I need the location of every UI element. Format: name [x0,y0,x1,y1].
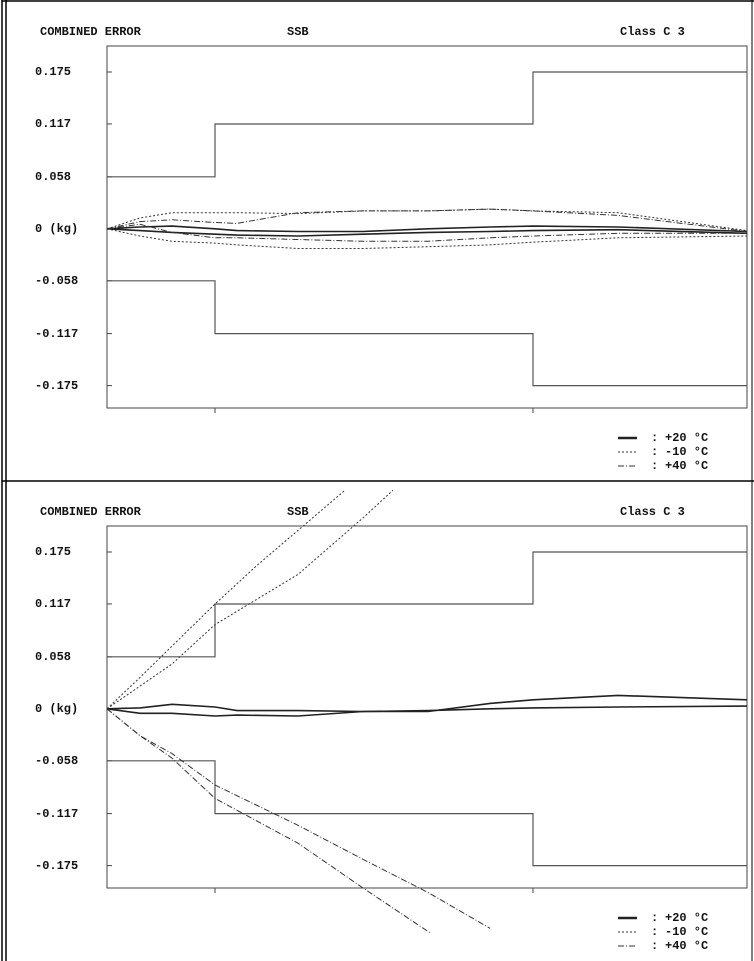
legend-label: -10 °C [665,925,708,939]
plot-area [106,45,748,409]
limit-line [107,551,747,658]
y-tick-label: -0.058 [35,274,78,288]
legend-separator: : [651,459,658,473]
legend-separator: : [651,445,658,459]
legend-separator: : [651,939,658,953]
y-tick-label: 0.117 [35,117,71,131]
error-curve [106,489,346,710]
chart-subtitle: SSB [287,25,309,39]
y-tick-label: -0.175 [35,859,78,873]
chart-panel: COMBINED ERROR SSB Class C 3 0.175 0.117 0.05… [1,480,754,961]
y-tick-label: -0.117 [35,327,78,341]
y-tick-label: -0.117 [35,807,78,821]
y-tick-label: 0 (kg) [35,222,78,236]
legend-separator: : [651,431,658,445]
chart-title: COMBINED ERROR [40,25,142,39]
legend-label: +40 °C [665,939,708,953]
y-tick-label: 0.175 [35,545,71,559]
class-label: Class C 3 [620,505,685,519]
chart-title: COMBINED ERROR [40,505,142,519]
legend-label: +20 °C [665,431,708,445]
legend-label: -10 °C [665,445,708,459]
y-tick-label: -0.175 [35,379,78,393]
error-curve [106,228,748,249]
y-tick-label: 0.175 [35,65,71,79]
legend-label: +40 °C [665,459,708,473]
error-curve [106,225,748,233]
limit-line [107,280,747,387]
y-tick-label: 0 (kg) [35,702,78,716]
limit-line [107,71,747,178]
error-curve [106,489,394,710]
error-curve [106,708,431,934]
error-curve [106,708,491,929]
error-curve [106,694,748,713]
y-tick-label: 0.117 [35,597,71,611]
limit-line [107,760,747,867]
chart-panel: COMBINED ERROR SSB Class C 3 0.175 0.117 0.05… [1,0,754,480]
class-label: Class C 3 [620,25,685,39]
legend-separator: : [651,925,658,939]
error-curve [106,228,748,237]
y-tick-label: 0.058 [35,650,71,664]
legend-separator: : [651,911,658,925]
plot-area [106,525,748,889]
error-curve [106,705,748,717]
chart-subtitle: SSB [287,505,309,519]
legend-label: +20 °C [665,911,708,925]
y-tick-label: 0.058 [35,170,71,184]
error-curve [106,223,747,242]
error-curve [106,208,748,232]
y-tick-label: -0.058 [35,754,78,768]
